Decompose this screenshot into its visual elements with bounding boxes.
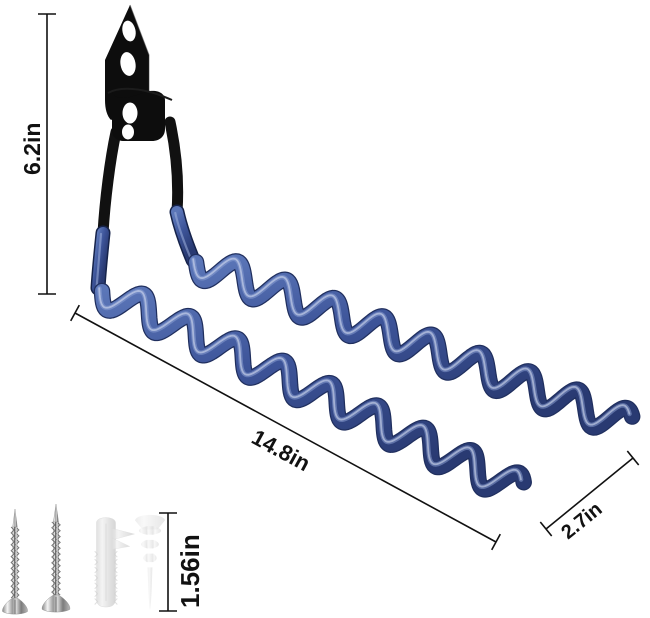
svg-text:6.2in: 6.2in (19, 123, 45, 175)
svg-text:1.56in: 1.56in (175, 534, 205, 608)
